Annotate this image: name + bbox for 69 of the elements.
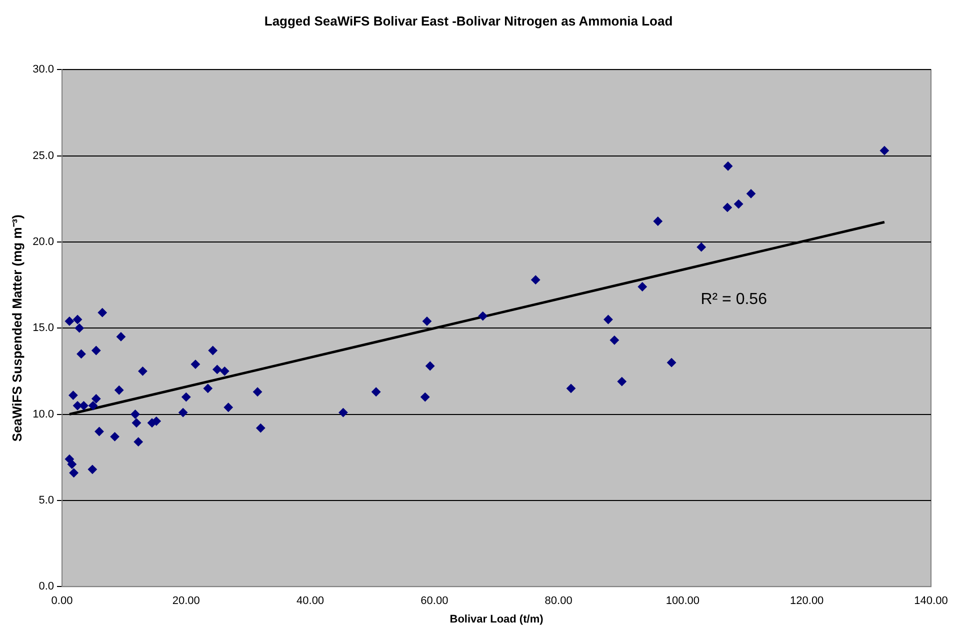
- point: [92, 346, 101, 356]
- point: [64, 316, 74, 326]
- x-tick-label: 20.00: [172, 595, 200, 608]
- point: [746, 189, 756, 198]
- point: [88, 464, 97, 474]
- point: [372, 387, 381, 396]
- chart-title: Lagged SeaWiFS Bolivar East -Bolivar Nitrogen as Ammonia Load: [264, 13, 673, 28]
- x-tick-label: 120.00: [790, 595, 824, 608]
- point: [617, 377, 626, 386]
- point: [203, 384, 212, 393]
- point: [696, 242, 706, 252]
- point: [531, 275, 540, 284]
- point: [68, 390, 78, 400]
- point: [134, 437, 143, 446]
- point: [74, 324, 84, 333]
- y-tick-label: 10.0: [32, 408, 54, 420]
- point: [722, 202, 732, 212]
- point: [422, 316, 432, 326]
- point: [220, 366, 230, 376]
- point: [566, 384, 576, 393]
- point: [67, 460, 76, 469]
- x-tick-label: 60.00: [420, 595, 448, 608]
- x-axis-title: Bolivar Load (t/m): [450, 613, 544, 626]
- point: [880, 146, 889, 156]
- point: [178, 408, 188, 418]
- annotation: R² = 0.56: [700, 291, 768, 308]
- point: [653, 216, 662, 226]
- point: [604, 314, 613, 324]
- y-axis-title: SeaWiFS Suspended Matter (mg m⁻³): [9, 214, 24, 442]
- point: [208, 346, 218, 356]
- x-tick-label: 0.00: [51, 595, 73, 608]
- y-tick-label: 15.0: [32, 322, 54, 334]
- point: [426, 362, 435, 371]
- y-tick-label: 0.0: [38, 580, 54, 593]
- point: [478, 312, 488, 321]
- point: [224, 402, 233, 412]
- point: [638, 282, 647, 292]
- point: [338, 408, 348, 418]
- point: [420, 392, 430, 402]
- point: [734, 200, 744, 209]
- point: [94, 427, 104, 436]
- point: [110, 432, 120, 442]
- point: [724, 162, 733, 171]
- point: [88, 401, 98, 410]
- point: [73, 314, 82, 324]
- point: [98, 308, 107, 318]
- point: [667, 358, 676, 368]
- point: [182, 392, 191, 402]
- point: [138, 366, 148, 376]
- x-tick-label: 100.00: [666, 595, 700, 608]
- point: [253, 387, 262, 396]
- point: [256, 424, 266, 433]
- y-tick-label: 25.0: [32, 150, 54, 162]
- point: [92, 394, 101, 404]
- point: [114, 386, 124, 395]
- point: [212, 364, 222, 374]
- x-tick-label: 80.00: [544, 595, 572, 608]
- point: [116, 332, 126, 342]
- point: [76, 349, 86, 358]
- point: [610, 336, 619, 345]
- y-tick-label: 30.0: [32, 64, 54, 76]
- x-tick-label: 140.00: [914, 595, 948, 608]
- y-tick-label: 20.0: [32, 236, 54, 248]
- point: [69, 468, 78, 478]
- point: [132, 418, 141, 428]
- point: [190, 360, 200, 369]
- point: [130, 410, 140, 419]
- y-tick-label: 5.0: [38, 494, 54, 506]
- x-tick-label: 40.00: [296, 595, 324, 608]
